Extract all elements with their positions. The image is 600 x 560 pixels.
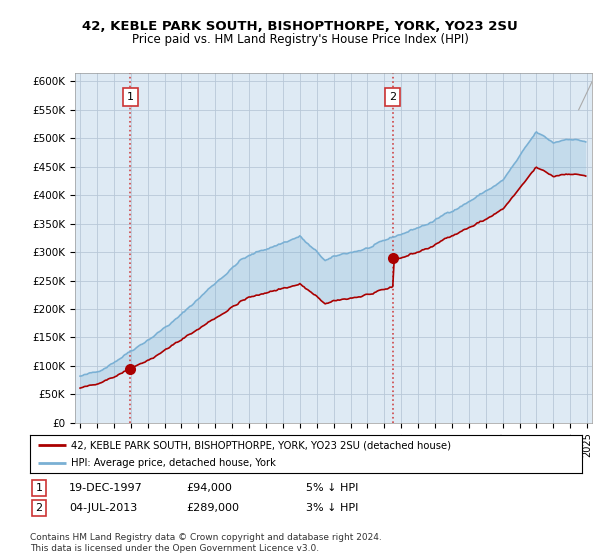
Text: 42, KEBLE PARK SOUTH, BISHOPTHORPE, YORK, YO23 2SU (detached house): 42, KEBLE PARK SOUTH, BISHOPTHORPE, YORK… bbox=[71, 440, 451, 450]
Text: HPI: Average price, detached house, York: HPI: Average price, detached house, York bbox=[71, 458, 276, 468]
Text: 5% ↓ HPI: 5% ↓ HPI bbox=[306, 483, 358, 493]
Text: 2: 2 bbox=[389, 92, 397, 102]
Text: 04-JUL-2013: 04-JUL-2013 bbox=[69, 503, 137, 513]
Text: Price paid vs. HM Land Registry's House Price Index (HPI): Price paid vs. HM Land Registry's House … bbox=[131, 32, 469, 46]
Text: 1: 1 bbox=[35, 483, 43, 493]
Text: Contains HM Land Registry data © Crown copyright and database right 2024.
This d: Contains HM Land Registry data © Crown c… bbox=[30, 533, 382, 553]
Text: 19-DEC-1997: 19-DEC-1997 bbox=[69, 483, 143, 493]
Text: £289,000: £289,000 bbox=[186, 503, 239, 513]
Text: £94,000: £94,000 bbox=[186, 483, 232, 493]
Text: 2: 2 bbox=[35, 503, 43, 513]
Text: 3% ↓ HPI: 3% ↓ HPI bbox=[306, 503, 358, 513]
Text: 42, KEBLE PARK SOUTH, BISHOPTHORPE, YORK, YO23 2SU: 42, KEBLE PARK SOUTH, BISHOPTHORPE, YORK… bbox=[82, 20, 518, 34]
Text: 1: 1 bbox=[127, 92, 134, 102]
